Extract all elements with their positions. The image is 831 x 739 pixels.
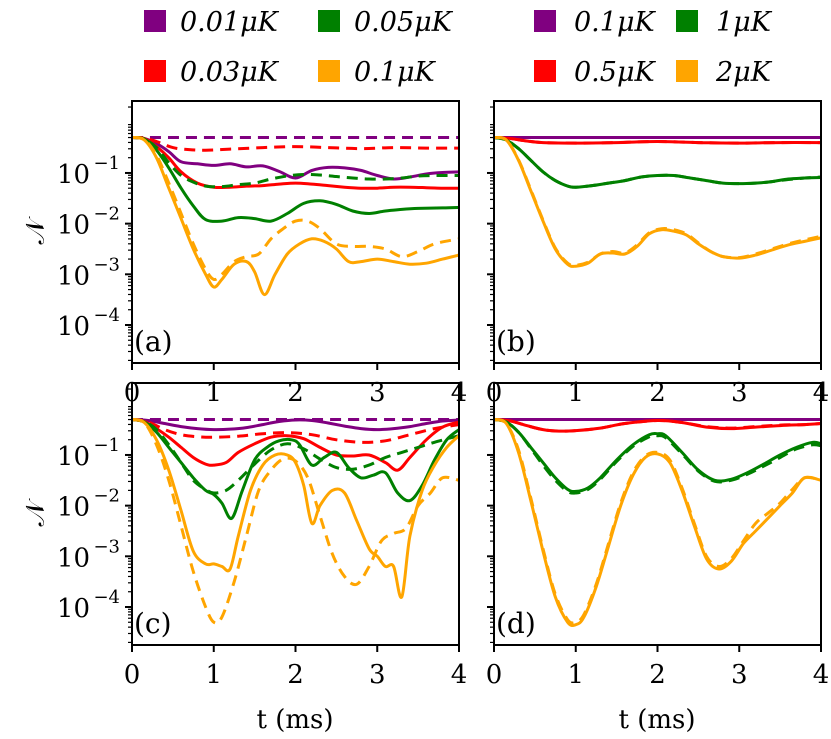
series-0.03μK-dashed xyxy=(132,136,459,152)
panel-label: (d) xyxy=(496,607,536,640)
panel-d: 0 1 2 3 4 (d) xyxy=(486,382,830,690)
series-group xyxy=(132,135,459,297)
series-1μK-solid xyxy=(494,136,821,189)
panel-c: 0 1 2 3 410−110−210−310 −4(c) xyxy=(57,382,468,690)
series-group xyxy=(494,135,821,268)
x-tick-label: 3 xyxy=(369,660,386,690)
series-group xyxy=(494,417,821,628)
legend-right: 0.1μK 1μK 0.5μK 2μK xyxy=(534,7,773,88)
series-group xyxy=(132,417,459,625)
legend-label-1-1: 1μK xyxy=(716,7,773,38)
x-tick-label: 3 xyxy=(369,378,386,408)
axes-frame xyxy=(131,100,460,364)
y-tick-exponent: −3 xyxy=(93,254,120,275)
x-tick-label: 1 xyxy=(205,378,222,408)
x-tick-label: 1 xyxy=(205,660,222,690)
y-tick-exponent: −4 xyxy=(93,305,120,326)
series-0.5μK-dashed xyxy=(494,136,821,145)
series-0.01μK-solid xyxy=(132,418,459,432)
series-0.1μK-dashed xyxy=(132,418,459,625)
panel-b: 0 1 2 3 4(b) xyxy=(486,100,829,408)
legend-label-1-3: 2μK xyxy=(715,57,773,88)
y-tick-exponent: −1 xyxy=(93,435,120,456)
panel-label: (a) xyxy=(134,325,173,358)
series-0.03μK-dashed xyxy=(132,418,459,444)
x-tick-label: 0 xyxy=(124,660,141,690)
x-tick-label: 1 xyxy=(567,378,584,408)
legend-label-0-3: 0.1μK xyxy=(354,57,436,88)
y-tick-label: 10 xyxy=(57,493,90,523)
series-0.1μK-solid xyxy=(132,418,459,599)
legend-swatch-0-2 xyxy=(144,60,166,82)
y-tick-label: 10 xyxy=(57,160,90,190)
legend-label-0-0: 0.01μK xyxy=(180,7,280,38)
series-2μK-solid xyxy=(494,135,821,268)
series-0.05μK-dashed xyxy=(132,418,459,495)
y-tick-exponent: −1 xyxy=(93,153,120,174)
series-0.05μK-solid xyxy=(132,136,459,223)
panel-a: 0 1 2 3 410−110−210−310 −4(a) xyxy=(57,100,467,408)
series-1μK-dashed xyxy=(494,418,821,495)
panel-label: (b) xyxy=(496,325,536,358)
y-axis-label-bottom: 𝒩 xyxy=(21,497,51,526)
panel-label: (c) xyxy=(134,607,172,640)
legend-swatch-0-0 xyxy=(144,10,166,32)
legend-swatch-1-1 xyxy=(676,10,698,32)
x-tick-label: 1 xyxy=(567,660,584,690)
series-0.03μK-solid xyxy=(132,136,459,190)
legend-label-0-1: 0.05μK xyxy=(354,7,454,38)
series-1μK-dashed xyxy=(494,136,821,189)
y-tick-label: 10 xyxy=(57,442,90,472)
x-tick-label: 4 xyxy=(813,660,830,690)
y-tick-label: 10 xyxy=(57,261,90,291)
y-tick-label: 10 xyxy=(57,211,90,241)
y-tick-label: 10 xyxy=(57,543,90,573)
y-tick-label: 10 xyxy=(57,594,90,624)
x-tick-label: 2 xyxy=(287,660,304,690)
y-tick-exponent: −2 xyxy=(93,486,120,507)
series-0.1μK-solid xyxy=(132,136,459,297)
series-0.03μK-solid xyxy=(132,418,459,472)
x-axis-label-left: t (ms) xyxy=(257,705,334,735)
series-2μK-solid xyxy=(494,418,821,628)
series-0.05μK-dashed xyxy=(132,136,459,189)
x-tick-label: 3 xyxy=(731,660,748,690)
legend-label-1-2: 0.5μK xyxy=(574,57,656,88)
legend-label-1-0: 0.1μK xyxy=(574,7,656,38)
y-tick-label: 10 xyxy=(57,312,90,342)
legend-left: 0.01μK 0.05μK 0.03μK 0.1μK xyxy=(144,7,454,88)
legend-label-0-2: 0.03μK xyxy=(180,57,280,88)
series-0.1μK-dashed xyxy=(132,136,459,282)
series-2μK-dashed xyxy=(494,418,821,625)
series-2μK-dashed xyxy=(494,135,821,267)
x-tick-label: 3 xyxy=(731,378,748,408)
y-tick-exponent: −3 xyxy=(93,536,120,557)
legend-swatch-1-0 xyxy=(534,10,556,32)
x-tick-label: 0 xyxy=(486,660,503,690)
y-tick-exponent: −4 xyxy=(93,587,120,608)
y-axis-label-top: 𝒩 xyxy=(21,215,51,244)
legend-swatch-0-1 xyxy=(318,10,340,32)
series-1μK-solid xyxy=(494,418,821,494)
x-axis-label-right: t (ms) xyxy=(619,705,696,735)
legend-swatch-0-3 xyxy=(318,60,340,82)
x-tick-label: 2 xyxy=(649,378,666,408)
legend-swatch-1-2 xyxy=(534,60,556,82)
y-tick-exponent: −2 xyxy=(93,204,120,225)
x-tick-label: 2 xyxy=(287,378,304,408)
x-tick-label: 2 xyxy=(649,660,666,690)
legend-swatch-1-3 xyxy=(676,60,698,82)
series-0.5μK-dashed xyxy=(494,418,821,433)
x-tick-label: 4 xyxy=(451,660,468,690)
